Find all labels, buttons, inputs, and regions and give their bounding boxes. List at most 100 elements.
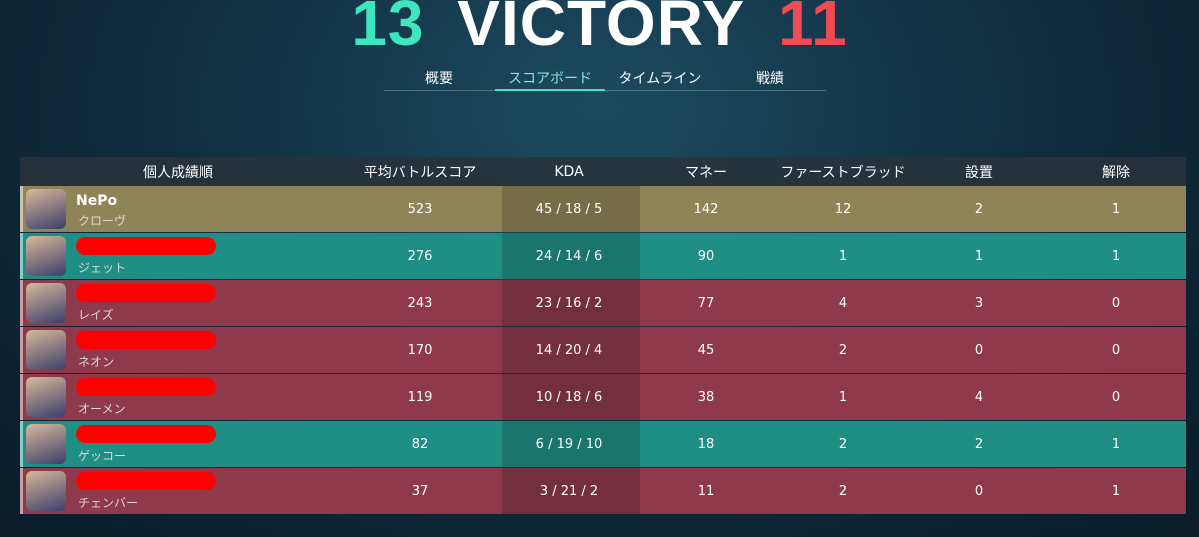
- kda-shade: [502, 233, 640, 279]
- player-row: チェンバー 37 3 / 21 / 2 11 2 0 1: [20, 468, 1186, 514]
- column-header: KDA: [554, 163, 584, 180]
- stat-plants: 2: [974, 201, 984, 217]
- column-header: ファーストブラッド: [780, 164, 906, 181]
- player-row: ゲッコー 82 6 / 19 / 10 18 2 2 1: [20, 421, 1186, 467]
- column-header: 平均バトルスコア: [363, 164, 477, 181]
- agent-avatar: [26, 471, 66, 511]
- stat-plants: 0: [974, 483, 984, 499]
- stat-kda: 14 / 20 / 4: [535, 342, 603, 358]
- stat-defuses: 0: [1111, 389, 1121, 405]
- tab[interactable]: スコアボード: [495, 68, 605, 91]
- team-marker: [20, 233, 23, 279]
- agent-name: ネオン: [78, 355, 115, 369]
- team-marker: [20, 280, 23, 326]
- result: VICTORY: [457, 0, 746, 59]
- scoreboard: 個人成績順 平均バトルスコア KDA マネー ファーストブラッド 設置 解除 NePo クローヴ…: [20, 157, 1186, 515]
- stat-money: 11: [697, 483, 715, 499]
- stat-acs: 37: [411, 483, 429, 499]
- stat-defuses: 0: [1111, 295, 1121, 311]
- stat-defuses: 0: [1111, 342, 1121, 358]
- stat-money: 90: [697, 248, 715, 264]
- player-row: オーメン 119 10 / 18 / 6 38 1 4 0: [20, 374, 1186, 420]
- agent-avatar: [26, 424, 66, 464]
- agent-name: ジェット: [78, 261, 127, 275]
- redaction: [76, 472, 216, 490]
- stat-plants: 3: [974, 295, 984, 311]
- agent-name: レイズ: [78, 308, 114, 322]
- team-marker: [20, 421, 23, 467]
- agent-avatar: [26, 236, 66, 276]
- kda-shade: [502, 327, 640, 373]
- stat-plants: 4: [974, 389, 984, 405]
- agent-name: チェンバー: [78, 496, 139, 510]
- stat-first-blood: 4: [838, 295, 848, 311]
- stat-acs: 119: [407, 389, 433, 405]
- stat-money: 45: [697, 342, 715, 358]
- stat-first-blood: 2: [838, 436, 848, 452]
- column-header: 設置: [965, 164, 993, 181]
- player-row: ジェット 276 24 / 14 / 6 90 1 1 1: [20, 233, 1186, 279]
- tab[interactable]: タイムライン: [618, 71, 702, 87]
- stat-money: 38: [697, 389, 715, 405]
- agent-name: クローヴ: [78, 214, 127, 228]
- column-header: マネー: [685, 164, 727, 181]
- agent-name: ゲッコー: [78, 449, 127, 463]
- stat-plants: 1: [974, 248, 984, 264]
- stat-acs: 243: [407, 295, 433, 311]
- team-marker: [20, 186, 23, 232]
- stat-defuses: 1: [1111, 248, 1121, 264]
- kda-shade: [502, 468, 640, 514]
- stat-kda: 24 / 14 / 6: [535, 248, 603, 264]
- player-row: NePo クローヴ 523 45 / 18 / 5 142 12 2 1: [20, 186, 1186, 232]
- match-score: 13 VICTORY 11: [0, 0, 1199, 60]
- stat-kda: 23 / 16 / 2: [535, 295, 603, 311]
- enemy-score: 11: [778, 0, 848, 59]
- stat-plants: 0: [974, 342, 984, 358]
- stat-first-blood: 2: [838, 483, 848, 499]
- stat-first-blood: 12: [834, 201, 852, 217]
- stat-acs: 276: [407, 248, 433, 264]
- stat-acs: 170: [407, 342, 433, 358]
- stat-defuses: 1: [1111, 201, 1121, 217]
- kda-shade: [502, 421, 640, 467]
- stat-money: 77: [697, 295, 715, 311]
- stat-money: 142: [693, 201, 719, 217]
- player-row: レイズ 243 23 / 16 / 2 77 4 3 0: [20, 280, 1186, 326]
- tabs: 概要 スコアボード タイムライン 戦績: [384, 68, 826, 91]
- stat-kda: 10 / 18 / 6: [535, 389, 603, 405]
- team-marker: [20, 468, 23, 514]
- stat-acs: 82: [411, 436, 429, 452]
- redaction: [76, 237, 216, 255]
- team-marker: [20, 374, 23, 420]
- header-row: 個人成績順 平均バトルスコア KDA マネー ファーストブラッド 設置 解除: [20, 157, 1186, 186]
- column-header: 解除: [1102, 164, 1130, 181]
- agent-avatar: [26, 189, 66, 229]
- tab[interactable]: 戦績: [756, 71, 784, 87]
- kda-shade: [502, 280, 640, 326]
- agent-avatar: [26, 283, 66, 323]
- redaction: [76, 284, 216, 302]
- agent-avatar: [26, 377, 66, 417]
- player-row: ネオン 170 14 / 20 / 4 45 2 0 0: [20, 327, 1186, 373]
- stat-first-blood: 1: [838, 389, 848, 405]
- stat-kda: 6 / 19 / 10: [535, 436, 603, 452]
- redaction: [76, 331, 216, 349]
- player-name: NePo: [76, 193, 118, 209]
- stat-acs: 523: [407, 201, 433, 217]
- stat-kda: 3 / 21 / 2: [539, 483, 599, 499]
- stat-defuses: 1: [1111, 483, 1121, 499]
- stat-defuses: 1: [1111, 436, 1121, 452]
- agent-name: オーメン: [78, 402, 126, 416]
- tab[interactable]: 概要: [425, 71, 453, 87]
- redaction: [76, 425, 216, 443]
- ally-score: 13: [351, 0, 425, 59]
- stat-money: 18: [697, 436, 715, 452]
- redaction: [76, 378, 216, 396]
- kda-shade: [502, 374, 640, 420]
- stat-plants: 2: [974, 436, 984, 452]
- stat-first-blood: 2: [838, 342, 848, 358]
- team-marker: [20, 327, 23, 373]
- column-header: 個人成績順: [143, 164, 213, 181]
- stat-kda: 45 / 18 / 5: [535, 201, 603, 217]
